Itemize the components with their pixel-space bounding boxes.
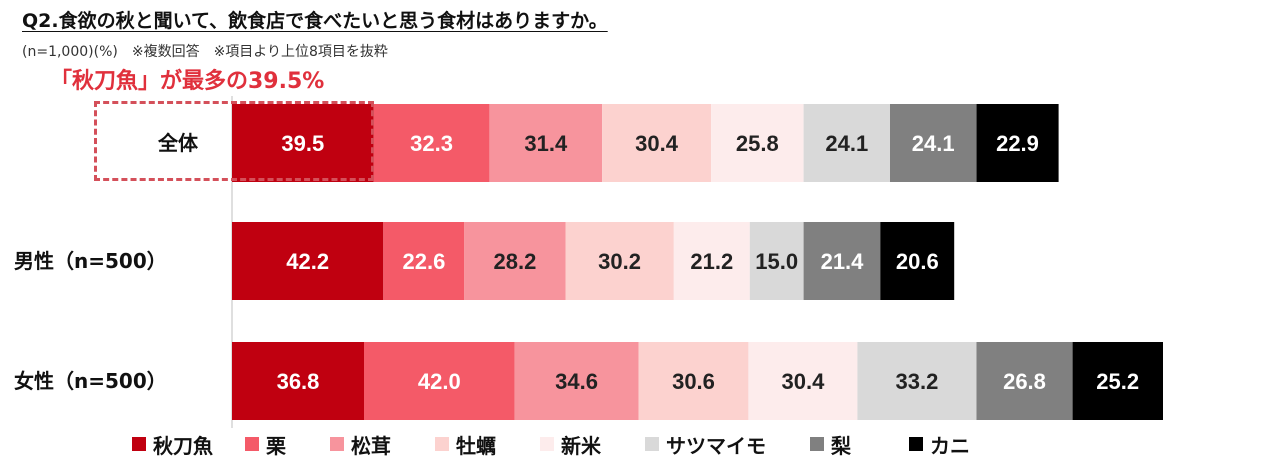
bar-segment <box>976 342 1073 420</box>
legend-swatch <box>645 437 659 451</box>
chart-title: Q2.食欲の秋と聞いて、飲食店で食べたいと思う食材はありますか。 <box>22 10 608 32</box>
bar-segment <box>976 104 1059 182</box>
data-label: 26.8 <box>1003 369 1046 394</box>
bar-segment <box>711 104 804 182</box>
bar-segment <box>890 104 977 182</box>
bar-segment <box>748 342 858 420</box>
bar-segment <box>857 342 977 420</box>
bar-segment <box>673 222 750 300</box>
bar-segment <box>464 222 566 300</box>
legend-label: カニ <box>930 433 970 458</box>
legend-label: 秋刀魚 <box>153 433 213 458</box>
legend-swatch <box>132 437 146 451</box>
data-label: 22.9 <box>996 131 1039 156</box>
data-label: 24.1 <box>825 131 868 156</box>
chart-subtitle: (n=1,000)(%) ※複数回答 ※項目より上位8項目を抜粋 <box>22 44 388 60</box>
data-label: 24.1 <box>912 131 955 156</box>
legend-swatch <box>909 437 923 451</box>
category-label: 男性（n=500） <box>14 249 167 273</box>
bar-segment <box>383 222 465 300</box>
chart-legend: 秋刀魚 栗 松茸 牡蠣 新米 サツマイモ 梨 カニ <box>132 428 970 460</box>
legend-swatch <box>245 437 259 451</box>
bar-segment <box>803 104 890 182</box>
data-label: 30.4 <box>635 131 679 156</box>
legend-item: 牡蠣 <box>435 430 496 459</box>
data-label: 39.5 <box>281 131 324 156</box>
legend-label: 栗 <box>266 433 286 458</box>
legend-label: 松茸 <box>351 433 391 458</box>
bar-segment <box>232 342 364 420</box>
highlight-callout: 「秋刀魚」が最多の39.5% <box>50 69 325 94</box>
legend-swatch <box>810 437 824 451</box>
data-label: 22.6 <box>402 249 445 274</box>
bar-segment <box>232 222 384 300</box>
data-label: 28.2 <box>493 249 536 274</box>
legend-label: 新米 <box>561 433 601 458</box>
data-label: 42.2 <box>286 249 329 274</box>
legend-label: 牡蠣 <box>456 433 496 458</box>
data-label: 21.4 <box>821 249 865 274</box>
data-label: 42.0 <box>418 369 461 394</box>
data-label: 15.0 <box>755 249 798 274</box>
data-label: 36.8 <box>277 369 320 394</box>
data-label: 30.6 <box>672 369 715 394</box>
legend-swatch <box>435 437 449 451</box>
bar-segment <box>602 104 712 182</box>
bar-segment <box>880 222 955 300</box>
bar-segment <box>1072 342 1163 420</box>
legend-item: カニ <box>909 430 970 459</box>
legend-item: 秋刀魚 <box>132 430 213 459</box>
data-label: 31.4 <box>524 131 568 156</box>
data-label: 25.8 <box>736 131 779 156</box>
bar-segment <box>565 222 674 300</box>
bar-segment <box>638 342 749 420</box>
data-label: 30.4 <box>781 369 825 394</box>
data-label: 34.6 <box>555 369 598 394</box>
legend-swatch <box>330 437 344 451</box>
legend-item: 松茸 <box>330 430 391 459</box>
legend-item: 栗 <box>245 430 286 459</box>
legend-label: サツマイモ <box>666 433 766 458</box>
data-label: 21.2 <box>690 249 733 274</box>
bar-segment <box>514 342 639 420</box>
data-label: 33.2 <box>895 369 938 394</box>
legend-label: 梨 <box>831 433 851 458</box>
legend-swatch <box>540 437 554 451</box>
legend-item: サツマイモ <box>645 430 766 459</box>
category-label: 全体 <box>157 131 199 155</box>
data-label: 30.2 <box>598 249 641 274</box>
bar-segment <box>232 104 374 182</box>
highlight-dashed-box <box>94 101 374 181</box>
data-label: 25.2 <box>1096 369 1139 394</box>
legend-item: 梨 <box>810 430 851 459</box>
bar-segment <box>373 104 490 182</box>
bar-segment <box>489 104 603 182</box>
bar-segment <box>803 222 881 300</box>
legend-item: 新米 <box>540 430 601 459</box>
category-label: 女性（n=500） <box>14 369 167 393</box>
data-label: 32.3 <box>410 131 453 156</box>
bar-segment <box>749 222 804 300</box>
bar-segment <box>364 342 515 420</box>
data-label: 20.6 <box>896 249 939 274</box>
